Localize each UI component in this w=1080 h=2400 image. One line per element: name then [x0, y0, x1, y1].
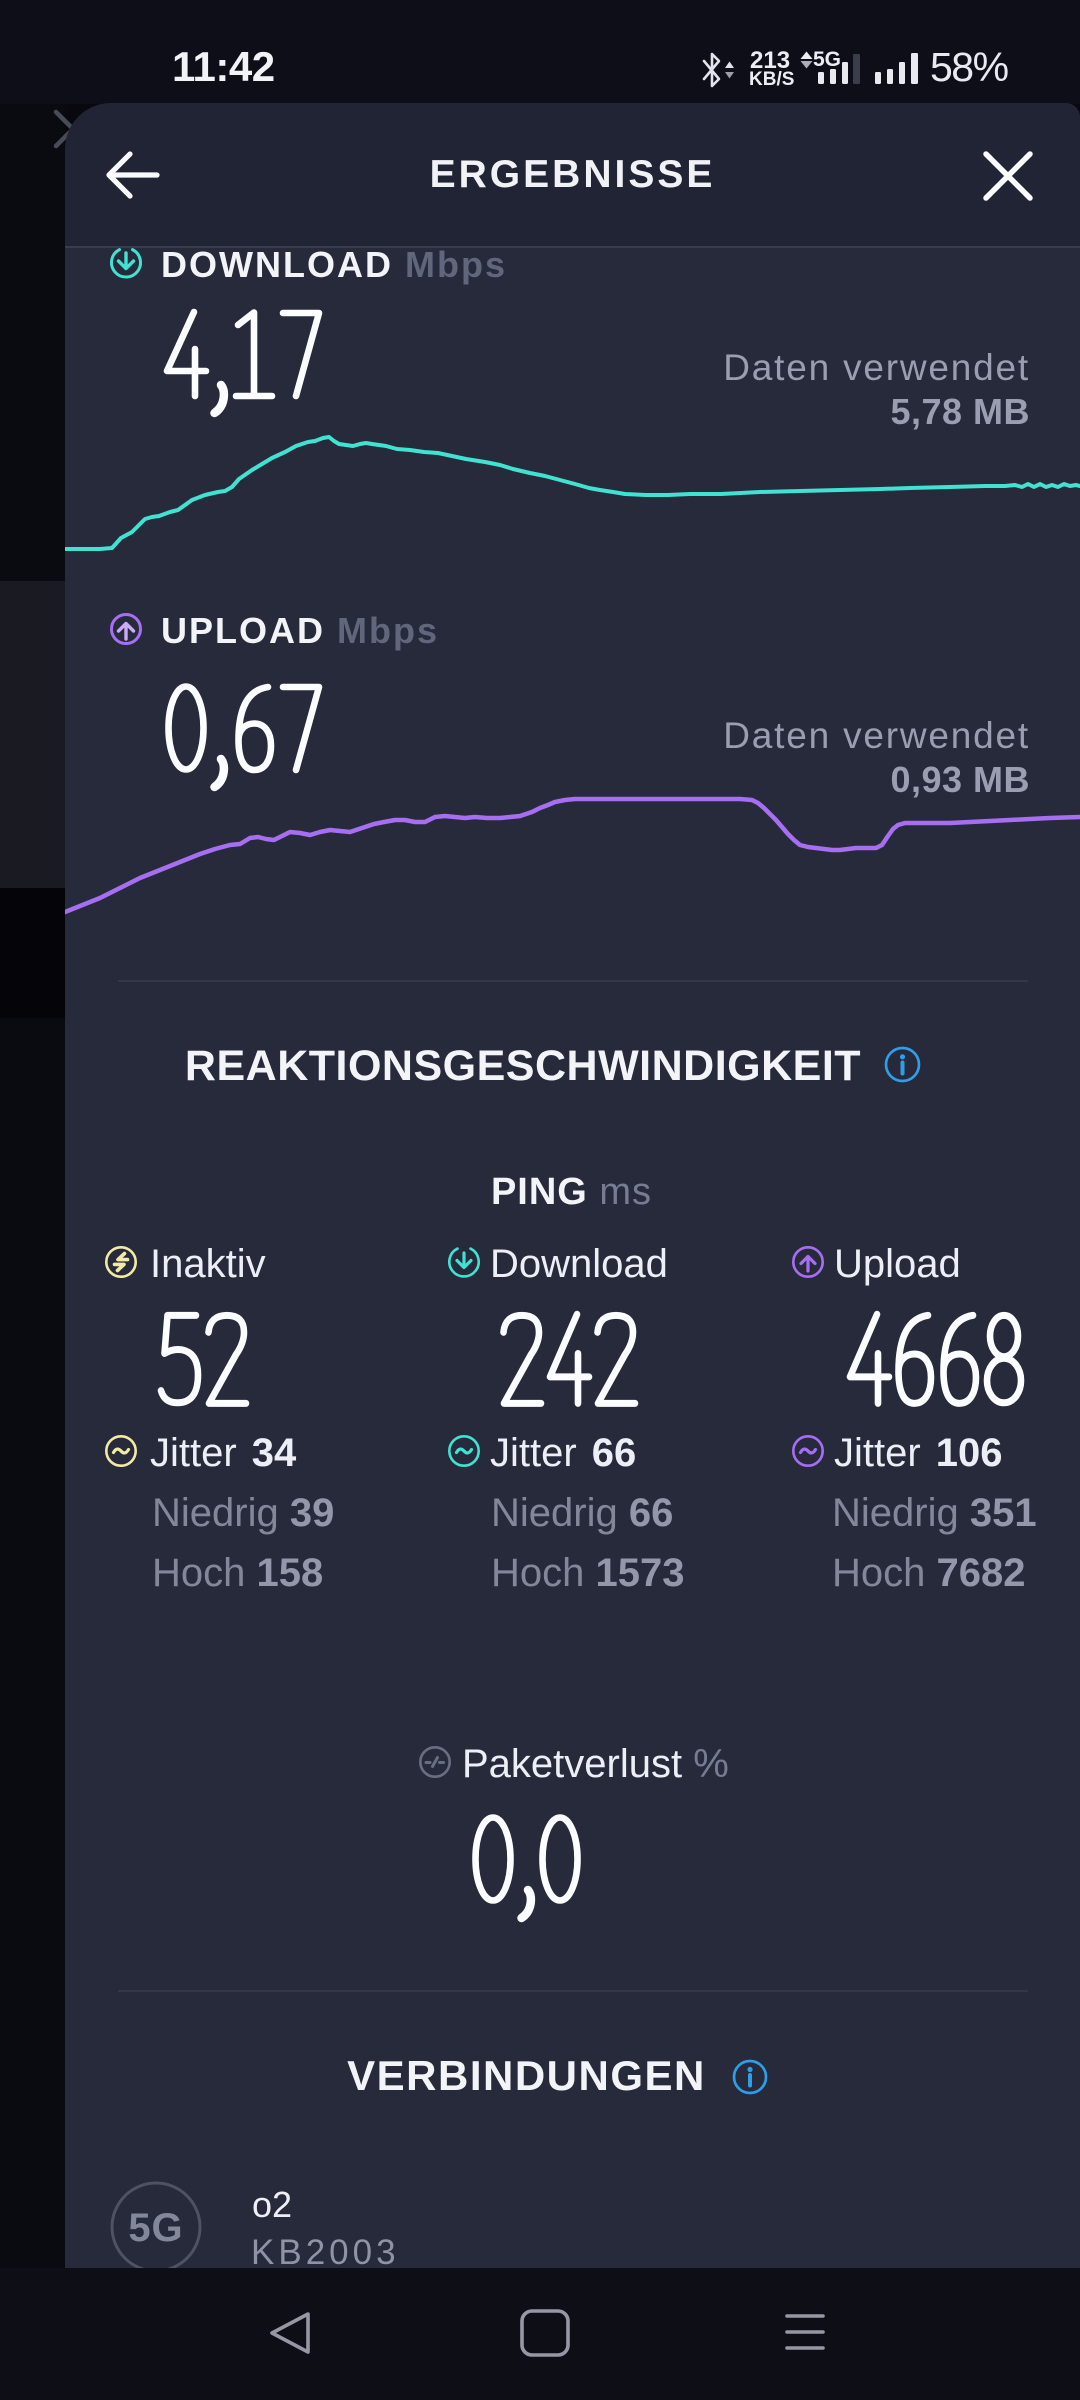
svg-text:5G: 5G: [128, 2206, 183, 2250]
